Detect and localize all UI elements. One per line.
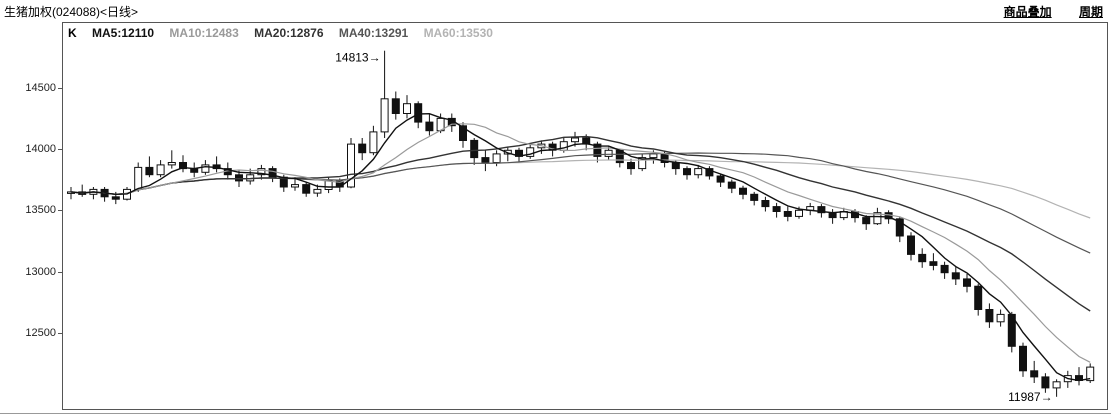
y-axis-tick — [58, 88, 62, 89]
instrument-title: 生猪加权(024088)<日线> — [4, 5, 139, 19]
y-axis-tick — [58, 333, 62, 334]
y-axis-label-14000: 14000 — [25, 143, 56, 155]
menu-commodity-overlay[interactable]: 商品叠加 — [1003, 5, 1052, 19]
y-axis-label-12500: 12500 — [25, 327, 56, 339]
high-price-annotation: 14813→ — [335, 51, 380, 65]
chart-plot-area[interactable]: K MA5:12110 MA10:12483 MA20:12876 MA40:1… — [62, 22, 1108, 410]
y-axis-label-14500: 14500 — [25, 82, 56, 94]
candlestick-chart: 14813→ 11987→ — [67, 50, 1095, 404]
y-axis-tick — [58, 149, 62, 150]
low-price-annotation: 11987→ — [1008, 390, 1052, 404]
header-bar: 生猪加权(024088)<日线> 商品叠加 周期 — [0, 0, 1111, 20]
menu-period[interactable]: 周期 — [1078, 5, 1103, 19]
ma40-legend: MA40:13291 — [338, 26, 409, 40]
ma-legend: K MA5:12110 MA10:12483 MA20:12876 MA40:1… — [68, 26, 505, 40]
kline-indicator-label: K — [68, 26, 77, 40]
ma10-legend: MA10:12483 — [169, 26, 239, 40]
ma5-legend: MA5:12110 — [92, 26, 155, 40]
y-axis-tick — [58, 210, 62, 211]
header-menu: 商品叠加 周期 — [980, 3, 1103, 20]
pane-divider — [0, 413, 1111, 414]
y-axis-label-13000: 13000 — [25, 266, 56, 278]
ma20-legend: MA20:12876 — [254, 26, 324, 40]
y-axis-tick — [58, 272, 62, 273]
y-axis-label-13500: 13500 — [25, 204, 56, 216]
ma60-legend: MA60:13530 — [423, 26, 493, 40]
